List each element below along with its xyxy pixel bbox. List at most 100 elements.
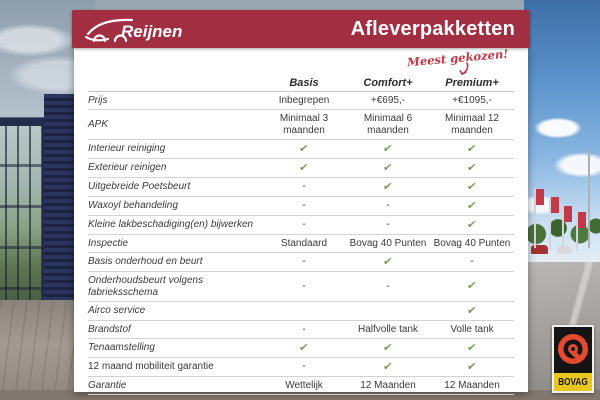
check-icon: ✔ [466,218,478,231]
row-label: Uitgebreide Poetsbeurt [88,181,191,192]
bovag-text: BOVAG [558,376,588,388]
cell-value: Minimaal 6 maanden [363,112,413,136]
cell-check: ✔ [430,219,514,232]
cell-value: - [386,280,390,292]
check-icon: ✔ [466,180,478,193]
table-row: Onderhoudsbeurt volgens fabrieksschema - -… [88,272,514,302]
reijnen-logo: Reijnen [84,18,182,43]
cell-value: Minimaal 12 maanden [445,112,499,136]
row-label: Airco service [88,305,146,316]
check-icon: ✔ [298,341,310,354]
package-comparison-card: Meest gekozen! Basis Comfort+ Premium+ P… [74,47,528,395]
cell-check: ✔ [262,162,346,175]
cell-value: - [470,256,474,267]
check-icon: ✔ [382,180,394,193]
cell-check: ✔ [430,181,514,194]
table-row: Garantie Wettelijk 12 Maanden 12 Maanden [88,377,514,395]
table-row: Airco service ✔ [88,302,514,321]
check-icon: ✔ [298,142,310,155]
row-label: Brandstof [88,323,131,335]
cell-check: ✔ [346,162,430,175]
cell-check: ✔ [430,361,514,374]
cell-check: ✔ [346,181,430,194]
table-row: Exterieur reinigen ✔ ✔ ✔ [88,159,514,178]
check-icon: ✔ [466,341,478,354]
table-row: 12 maand mobiliteit garantie - ✔ ✔ [88,358,514,377]
table-row: Prijs Inbegrepen +€695,- +€1095,- [88,92,514,110]
row-label: 12 maand mobiliteit garantie [88,361,214,372]
cell-value: Bovag 40 Punten [433,237,511,249]
cell-value: Inbegrepen [278,94,330,106]
background-car [557,246,572,254]
cell-check: ✔ [430,162,514,175]
column-header-basis: Basis [289,76,319,89]
background-fence [524,252,600,264]
check-icon: ✔ [466,304,478,317]
background-car [531,245,548,254]
row-label: Basis onderhoud en beurt [88,256,203,267]
table-row: Basis onderhoud en beurt - ✔ - [88,253,514,272]
bovag-emblem-icon [558,334,588,364]
cell-check: ✔ [430,280,514,293]
table-row: Inspectie Standaard Bovag 40 Punten Bovag 4… [88,235,514,253]
cell-value: Wettelijk [285,379,323,391]
row-label: Kleine lakbeschadiging(en) bijwerken [88,219,254,230]
cell-value: - [302,361,306,372]
cell-value: +€695,- [370,94,406,106]
cell-value: - [386,219,390,230]
table-row: Brandstof - Halfvolle tank Volle tank [88,321,514,339]
red-flag [534,188,544,248]
table-row: APK Minimaal 3 maanden Minimaal 6 maanden M… [88,110,514,140]
check-icon: ✔ [382,255,394,268]
table-row: Uitgebreide Poetsbeurt - ✔ ✔ [88,178,514,197]
cell-check: ✔ [346,143,430,156]
table-row: Tenaamstelling ✔ ✔ ✔ [88,339,514,358]
cell-value: - [302,200,306,211]
background-pavement [0,300,82,400]
row-label: Tenaamstelling [88,342,155,353]
street-lamp-pole [588,150,590,248]
header-band: Reijnen Afleverpakketten [72,10,530,48]
row-label: Onderhoudsbeurt volgens fabrieksschema [88,274,204,298]
row-label: Waxoyl behandeling [88,200,178,211]
cell-value: Halfvolle tank [357,323,419,335]
cell-value: +€1095,- [452,94,492,106]
cell-check: ✔ [346,342,430,355]
cell-value: - [386,200,390,211]
cell-check: ✔ [346,256,430,269]
cell-check: ✔ [430,305,514,318]
car-outline-icon [84,18,134,43]
bovag-label-strip: BOVAG [554,373,592,391]
check-icon: ✔ [466,360,478,373]
red-flag [576,211,586,251]
table-row: Kleine lakbeschadiging(en) bijwerken - - ✔ [88,216,514,235]
row-label: Garantie [88,379,127,391]
cell-check: ✔ [262,342,346,355]
annotation-area: Meest gekozen! [88,47,514,75]
cell-value: - [302,323,306,335]
row-label: Prijs [88,94,108,106]
logo-text: Reijnen [121,22,182,41]
cell-check: ✔ [430,342,514,355]
row-label: Exterieur reinigen [88,162,167,173]
background-dealership-building [0,94,76,306]
cell-value: 12 Maanden [444,379,500,391]
background-ground [0,390,600,400]
page-title: Afleverpakketten [350,17,515,40]
check-icon: ✔ [466,161,478,174]
cell-value: Standaard [280,237,328,249]
row-label: APK [88,118,109,130]
cell-value: - [302,256,306,267]
check-icon: ✔ [466,142,478,155]
check-icon: ✔ [466,280,478,292]
cell-value: Bovag 40 Punten [349,237,427,249]
check-icon: ✔ [382,161,394,174]
cell-check: ✔ [430,200,514,213]
cell-check: ✔ [346,361,430,374]
cell-value: - [302,219,306,230]
red-flag [549,196,559,250]
bovag-badge: BOVAG [552,325,594,393]
check-icon: ✔ [382,360,394,373]
check-icon: ✔ [382,142,394,155]
